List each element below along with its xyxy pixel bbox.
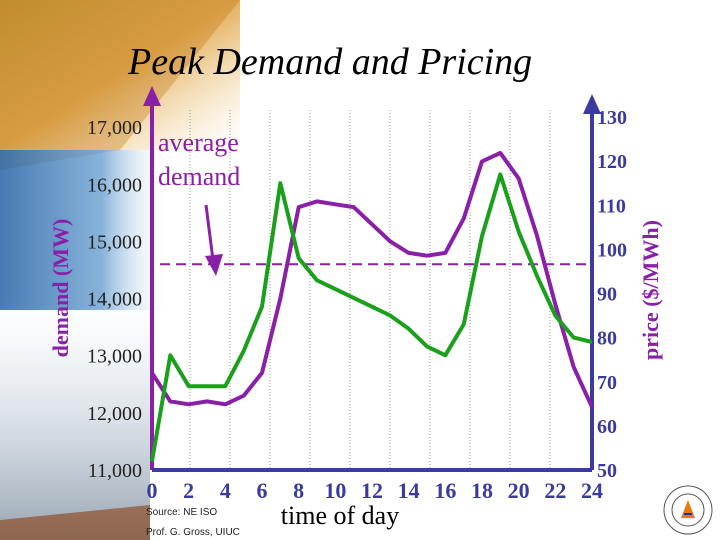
price-series-line [150, 172, 593, 462]
right-tick-label: 130 [597, 107, 627, 129]
annotation-line-2: demand [158, 162, 240, 191]
university-seal-icon [663, 485, 713, 535]
right-tick-label: 90 [597, 284, 617, 306]
x-tick-label: 4 [220, 478, 231, 503]
left-axis-label: demand (MW) [48, 219, 73, 358]
x-tick-label: 8 [293, 478, 304, 503]
left-tick-labels: 11,000 12,000 13,000 14,000 15,000 16,000 17,0… [87, 117, 142, 482]
annotation-arrow-head [205, 254, 223, 276]
right-tick-label: 70 [597, 372, 617, 394]
x-tick-label: 18 [471, 478, 493, 503]
right-tick-label: 100 [597, 239, 627, 261]
left-tick-label: 12,000 [87, 403, 142, 425]
source-label: Source: NE ISO [146, 507, 218, 518]
x-tick-label: 12 [361, 478, 383, 503]
x-axis-label: time of day [281, 501, 399, 530]
page-title: Peak Demand and Pricing [128, 41, 533, 83]
x-tick-label: 14 [398, 478, 420, 503]
left-tick-label: 14,000 [87, 289, 142, 311]
x-tick-label: 16 [434, 478, 456, 503]
right-tick-label: 110 [597, 195, 626, 217]
right-tick-labels: 50 60 70 80 90 100 110 120 130 [597, 107, 627, 482]
x-tick-label: 0 [147, 478, 158, 503]
annotation-line-1: average [158, 128, 239, 157]
left-tick-label: 17,000 [87, 117, 142, 139]
right-tick-label: 80 [597, 328, 617, 350]
annotation-arrow-shaft [204, 204, 215, 261]
author-label: Prof. G. Gross, UIUC [146, 527, 240, 538]
right-tick-label: 60 [597, 416, 617, 438]
left-axis-arrowhead [143, 86, 161, 106]
left-tick-label: 15,000 [87, 231, 142, 253]
right-axis-arrowhead [583, 94, 601, 114]
left-tick-label: 16,000 [87, 174, 142, 196]
right-tick-label: 120 [597, 151, 627, 173]
right-axis-label: price ($/MWh) [638, 220, 663, 360]
x-tick-label: 2 [183, 478, 194, 503]
x-tick-label: 20 [508, 478, 530, 503]
demand-series-line [150, 150, 594, 408]
left-tick-label: 11,000 [88, 460, 142, 482]
right-tick-label: 50 [597, 460, 617, 482]
x-tick-label: 10 [324, 478, 346, 503]
x-tick-label: 6 [257, 478, 268, 503]
x-tick-label: 22 [544, 478, 566, 503]
x-tick-label: 24 [581, 478, 603, 503]
x-tick-labels: 0 2 4 6 8 10 12 14 16 18 20 22 24 [147, 478, 604, 503]
left-tick-label: 13,000 [87, 346, 142, 368]
